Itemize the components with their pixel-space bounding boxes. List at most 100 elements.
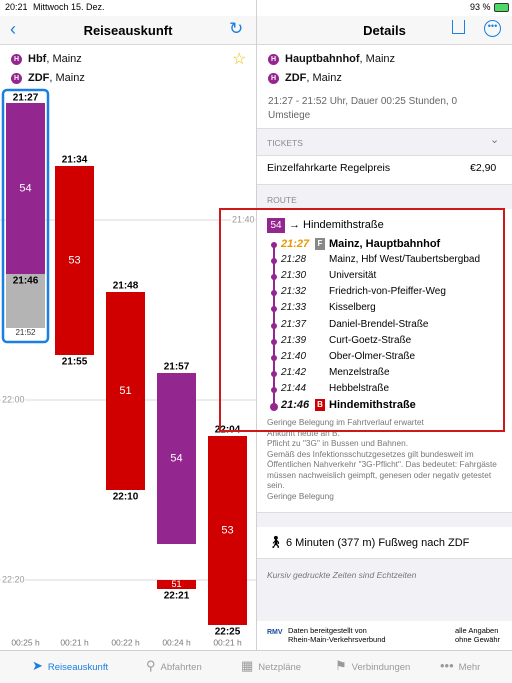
note: Pflicht zu "3G" in Bussen und Bahnen. (267, 438, 409, 448)
tab[interactable]: ⚑ Verbindungen (335, 658, 410, 674)
nav-bar (0, 16, 256, 45)
destination: H ZDF, Mainz (268, 72, 342, 84)
stop-dot (271, 322, 277, 329)
stop-name: Mainz, Hbf West/Taubertsbergbad (329, 254, 481, 266)
line-number: 54 (170, 452, 182, 464)
arrival-time: 21:55 (62, 357, 88, 368)
stop-place: , Mainz (49, 72, 85, 84)
tab-icon: ➤ (32, 658, 43, 673)
selection-outline[interactable] (1, 88, 50, 344)
time-label: 21:40 (232, 214, 255, 224)
tab-label: Reiseauskunft (47, 662, 109, 673)
refresh-button[interactable]: ↻ (229, 19, 244, 38)
stop-time: 21:44 (281, 382, 307, 394)
share-button[interactable] (452, 20, 465, 34)
label-bg (1, 394, 25, 406)
platform: F (315, 238, 325, 250)
tab-label: Abfahrten (160, 662, 202, 673)
stop-time: 21:42 (281, 366, 307, 378)
tab[interactable]: ⚲ Abfahrten (146, 658, 202, 674)
tab-label: Mehr (458, 662, 481, 673)
stop-name: ZDF (28, 72, 50, 84)
stop-name: Hbf (28, 53, 47, 65)
line-bar (55, 166, 94, 355)
pane-divider (256, 0, 257, 650)
data-source: Daten bereitgestellt von Rhein-Main-Verk… (288, 626, 386, 644)
expand-chevron[interactable]: ⌄ (490, 134, 500, 146)
walk-icon: 🚶︎ (268, 535, 284, 549)
departure-time: 21:27 (13, 93, 39, 104)
tab-icon: ⚲ (146, 658, 156, 673)
arrival-time: 22:25 (215, 627, 241, 638)
battery-icon (494, 3, 509, 12)
stop-name: Curt-Goetz-Straße (329, 334, 412, 346)
ticket-price: €2,90 (470, 162, 497, 174)
duration: 00:22 h (111, 637, 140, 647)
time-label: 22:20 (2, 574, 25, 584)
stop-name: ZDF (285, 72, 307, 84)
status-time: 20:21 (5, 2, 28, 12)
stop-time: 21:30 (281, 270, 307, 282)
line-bar (157, 580, 196, 589)
route-notes: Geringe Belegung im Fahrtverlauf erwarte… (267, 417, 507, 501)
line-bar (157, 373, 196, 544)
arrival-time: 22:21 (164, 591, 190, 602)
line-bar (208, 436, 247, 625)
departure-time: 21:57 (164, 362, 190, 373)
spacer (257, 512, 512, 527)
destination: H ZDF, Mainz (11, 72, 85, 84)
line-number: 53 (221, 524, 233, 536)
time-label: 22:00 (2, 394, 25, 404)
departure-time: 21:34 (62, 155, 88, 166)
stop-dot (271, 338, 277, 345)
favorite-star[interactable]: ☆ (232, 51, 247, 68)
tab-icon: ▦ (241, 658, 254, 673)
status-date: Mittwoch 15. Dez. (33, 2, 105, 12)
line-number: 54 (19, 182, 31, 194)
line-number: 53 (68, 254, 80, 266)
stop-time: 21:27 (281, 238, 310, 250)
walk-info: 6 Minuten (377 m) Fußweg nach ZDF (286, 537, 470, 549)
stop-name: Daniel-Brendel-Straße (329, 318, 429, 330)
arrival-time: 22:10 (113, 492, 139, 503)
rmv-logo: RMV (267, 629, 283, 636)
label-bg (1, 574, 25, 586)
stop-name: Mainz, Hauptbahnhof (329, 238, 441, 250)
more-button[interactable]: ••• (484, 20, 501, 37)
stop-place: , Mainz (306, 72, 342, 84)
stop-place: , Mainz (359, 53, 396, 65)
nav-bar (257, 16, 512, 45)
origin: H Hauptbahnhof, Mainz (268, 53, 395, 65)
route-section (257, 184, 512, 209)
stop-name: Hindemithstraße (329, 399, 416, 411)
tickets-section (257, 128, 512, 156)
tab[interactable]: ••• Mehr (440, 658, 480, 673)
nav-title: Details (363, 23, 406, 38)
stop-time: 21:33 (281, 302, 307, 314)
stop-time: 21:32 (281, 286, 307, 298)
line-bar (106, 292, 145, 490)
note: Geringe Belegung im Fahrtverlauf erwarte… (267, 417, 424, 427)
stop-dot (271, 290, 277, 297)
duration: 00:24 h (162, 637, 191, 647)
label-bg (231, 214, 255, 226)
tab-icon: ••• (440, 658, 454, 673)
disclaimer: alle Angaben ohne Gewähr (455, 626, 501, 644)
section-header: TICKETS (267, 138, 303, 148)
stop-name: Ober-Olmer-Straße (329, 350, 416, 362)
ticket-name: Einzelfahrkarte Regelpreis (267, 162, 391, 174)
back-button[interactable]: ‹ (10, 19, 16, 39)
stop-time: 21:40 (281, 350, 307, 362)
trip-summary: 21:27 - 21:52 Uhr, Dauer 00:25 Stunden, … (268, 96, 458, 121)
note: Geringe Belegung (267, 490, 334, 501)
battery: 93 % (470, 2, 491, 12)
duration: 00:21 h (213, 637, 242, 647)
stop-dot (271, 386, 277, 393)
journey-timeline: 21:40 22:00 22:20 54 21:27 21:46 21:52 00:25 h 5… (0, 88, 256, 647)
platform: B (315, 399, 325, 411)
tab[interactable]: ➤ Reiseauskunft (32, 658, 108, 674)
stop-name: Menzelstraße (329, 366, 390, 378)
arrival-time: 21:52 (15, 328, 36, 337)
stop-dot (271, 274, 277, 281)
tab[interactable]: ▦ Netzpläne (241, 658, 301, 674)
